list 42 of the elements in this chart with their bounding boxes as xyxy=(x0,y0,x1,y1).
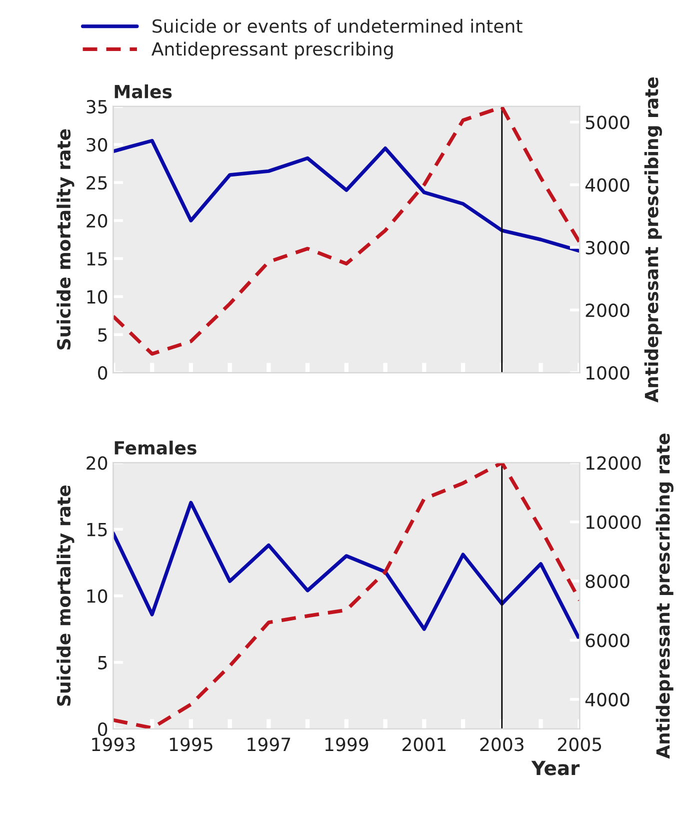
y-tick-label: 5 xyxy=(98,656,107,670)
y-tick-label: 15 xyxy=(87,252,107,266)
line-series xyxy=(113,138,580,253)
y2-axis-title: Antidepressant prescribing rate xyxy=(644,77,662,403)
y-tick-label: 20 xyxy=(86,214,108,228)
y-tick-label: 10 xyxy=(87,290,108,304)
y2-tick-label: 1000 xyxy=(586,366,630,380)
x-tick-label: 2001 xyxy=(402,738,446,752)
y2-tick-label: 2000 xyxy=(586,303,630,318)
chart-title: Males xyxy=(114,84,172,98)
y2-tick-label: 3000 xyxy=(586,240,630,255)
y2-tick-label: 4000 xyxy=(585,692,630,706)
legend-label: Suicide or events of undetermined intent xyxy=(152,18,522,33)
x-tick-label: 2005 xyxy=(558,738,602,752)
y-axis-title: Suicide mortality rate xyxy=(56,486,74,706)
y2-tick-label: 8000 xyxy=(586,574,630,588)
x-tick-label: 1999 xyxy=(325,738,368,752)
chart-title: Females xyxy=(114,440,196,455)
x-tick-label: 1997 xyxy=(248,738,290,752)
y2-tick-label: 6000 xyxy=(586,634,630,648)
y2-tick-label: 4000 xyxy=(585,178,630,192)
y-tick-label: 10 xyxy=(87,589,108,603)
x-tick-label: 1995 xyxy=(170,738,212,752)
line-series xyxy=(113,500,580,642)
y-tick-label: 30 xyxy=(86,138,108,152)
x-tick-label: 2003 xyxy=(480,738,524,752)
y-tick-label: 20 xyxy=(86,456,108,470)
y-tick-label: 5 xyxy=(98,328,107,342)
y-tick-label: 35 xyxy=(86,100,107,114)
y-axis-title: Suicide mortality rate xyxy=(56,129,74,350)
y2-tick-label: 5000 xyxy=(586,116,630,130)
y2-axis-title: Antidepressant prescribing rate xyxy=(656,434,674,759)
x-tick-label: 1993 xyxy=(92,738,135,752)
y-tick-label: 0 xyxy=(98,366,108,380)
x-axis-title: Year xyxy=(531,760,580,776)
y-tick-label: 0 xyxy=(98,722,108,736)
y-tick-label: 25 xyxy=(86,176,107,190)
y2-tick-label: 10000 xyxy=(586,515,641,529)
y-tick-label: 15 xyxy=(87,522,107,536)
line-series xyxy=(113,462,580,729)
legend-label: Antidepressant prescribing xyxy=(152,42,393,60)
y2-tick-label: 12000 xyxy=(586,456,641,470)
